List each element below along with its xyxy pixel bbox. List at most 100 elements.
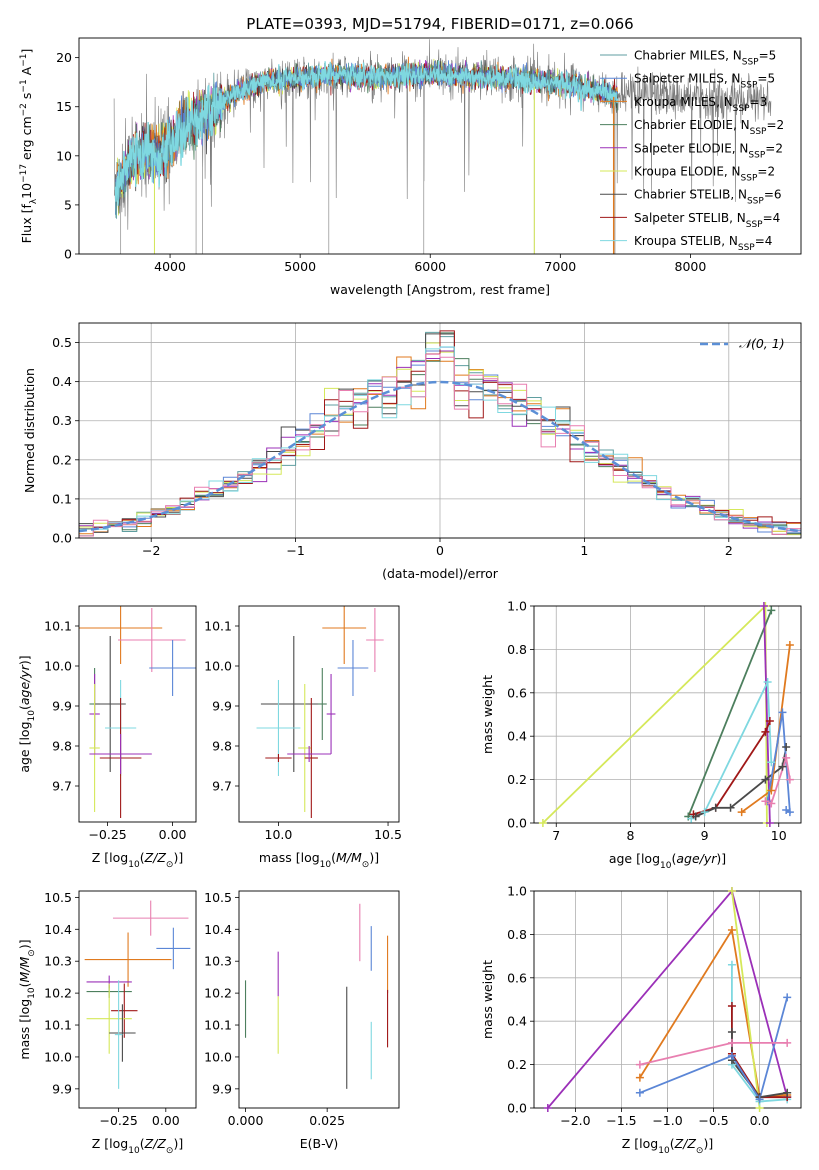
x-axis-label-part: 10: [128, 1146, 140, 1156]
x-tick-label: −0.25: [88, 827, 126, 842]
x-axis-label-part: (: [140, 850, 145, 865]
legend-sub: SSP: [742, 58, 759, 68]
massweight-marker: [727, 960, 736, 969]
x-axis-label-part: ⊙: [166, 860, 174, 870]
y-axis-label-part: age [log: [17, 721, 32, 772]
x-axis-label-part: Z [log: [92, 850, 128, 865]
panel-residuals: −2 −1 0 1 2 0.0 0.1 0.2 0.3 0.4 0.5 𝒩(0, 1) (data-mo…: [22, 322, 802, 581]
plot-area-age_vs_mass: [256, 606, 384, 818]
legend-entry: Chabrier ELODIE, NSSP=2: [634, 118, 784, 137]
legend-eq: =: [757, 72, 767, 86]
massweight-marker: [700, 808, 709, 817]
y-tick-label: 10: [56, 148, 72, 163]
y-axis-label-part: −1: [19, 54, 29, 67]
y-tick-label: 10.0: [44, 659, 72, 674]
normal-curve: [79, 380, 801, 533]
massweight-marker: [711, 803, 720, 812]
plot-area-age_vs_z: [79, 606, 196, 818]
x-tick-label: 5000: [284, 259, 316, 274]
errorbar-point: [86, 983, 132, 1054]
legend-nssp: 5: [769, 49, 777, 63]
legend-eq: =: [763, 211, 773, 225]
massweight-marker: [726, 803, 735, 812]
errorbar-point: [89, 684, 100, 812]
errorbar-point: [366, 608, 384, 672]
y-tick-label: 10.3: [204, 954, 232, 969]
x-tick-label: 6000: [414, 259, 446, 274]
x-axis-label-part: )]: [716, 851, 726, 866]
y-tick-label: 10.4: [44, 922, 72, 937]
x-axis-label-part: )]: [703, 1136, 713, 1151]
legend-name: Kroupa MILES: [634, 95, 716, 109]
legend-entry: Salpeter ELODIE, NSSP=2: [634, 141, 783, 160]
y-tick-label: 0.2: [507, 1057, 527, 1072]
massweight-marker: [635, 1088, 644, 1097]
massweight-marker: [783, 993, 792, 1002]
x-axis-label-part: ⊙: [696, 1146, 704, 1156]
x-axis-label: wavelength [Angstrom, rest frame]: [330, 282, 550, 297]
axes-frame: [238, 605, 400, 823]
massweight-marker: [767, 786, 776, 795]
legend-eq: =: [750, 95, 760, 109]
y-axis-label: age [log10(age/yr)]: [17, 655, 37, 772]
legend-name: Chabrier MILES: [634, 49, 725, 63]
errorbar-point: [109, 1004, 136, 1062]
x-axis-label-part: 10: [128, 860, 140, 870]
errorbar-point: [337, 640, 369, 696]
x-axis-label-part: (: [670, 1136, 675, 1151]
x-tick-label: 7000: [544, 259, 576, 274]
x-axis-label-part: )]: [173, 1136, 183, 1151]
legend-nssp: 3: [760, 95, 768, 109]
legend-sub: SSP: [748, 150, 765, 160]
massweight-marker: [691, 812, 700, 821]
legend-name: Kroupa STELIB: [634, 234, 721, 248]
massweight-line: [687, 609, 773, 817]
massweight-marker: [778, 708, 787, 717]
y-axis-label-part: ⊙: [27, 949, 37, 957]
massweight-line: [731, 891, 761, 1108]
legend-entry: Chabrier MILES, NSSP=5: [634, 49, 776, 68]
x-axis-label-part: )]: [369, 850, 379, 865]
massweight-marker: [755, 1095, 764, 1104]
histogram-step: [79, 353, 801, 537]
legend-sub: SSP: [738, 243, 755, 253]
massweight-marker: [759, 602, 768, 610]
massweight-marker: [538, 819, 547, 827]
y-axis-label-part: ]: [19, 49, 34, 54]
legend-sep: , N: [729, 211, 746, 225]
x-axis-label: Z [log10(Z/Z⊙)]: [92, 1136, 183, 1156]
y-axis-label-part: Normed distribution: [22, 368, 37, 493]
massweight-marker: [765, 717, 774, 726]
x-axis-label-part: )]: [173, 850, 183, 865]
legend-name: Chabrier ELODIE: [634, 118, 733, 132]
y-axis-label: Normed distribution: [22, 368, 37, 493]
y-tick-label: 9.9: [212, 1081, 232, 1096]
massweight-line: [542, 606, 768, 823]
y-axis-label-part: mass weight: [480, 675, 495, 754]
x-tick-label: −0.5: [698, 1113, 728, 1128]
errorbar-point: [111, 983, 138, 1038]
y-tick-label: 10.4: [204, 922, 232, 937]
x-tick-label: 8000: [675, 259, 707, 274]
massweight-line: [763, 606, 771, 823]
legend-nssp: 6: [774, 188, 782, 202]
plot-area-residuals: [79, 330, 801, 537]
x-tick-label: 0.000: [228, 1113, 264, 1128]
figure-title: PLATE=0393, MJD=51794, FIBERID=0171, z=0…: [246, 15, 633, 33]
y-axis-label: mass weight: [480, 675, 495, 754]
massweight-marker: [635, 1073, 644, 1082]
y-tick-label: 0.5: [52, 335, 72, 350]
massweight-marker: [782, 743, 791, 752]
massweight-marker: [782, 805, 791, 814]
y-tick-label: 0.0: [507, 1101, 527, 1116]
panel-massweight_vs_z: −2.0 −1.5 −1.0 −0.5 0.0 0.0 0.2 0.4 0.6 0.8 1.0 Z […: [480, 884, 802, 1156]
x-axis-label-part: ⊙: [362, 860, 370, 870]
x-axis-label-part: Z/Z: [144, 850, 167, 865]
y-tick-label: 10.3: [44, 954, 72, 969]
massweight-marker: [737, 808, 746, 817]
x-tick-label: −1: [286, 543, 304, 558]
axes-frame: [533, 605, 802, 824]
